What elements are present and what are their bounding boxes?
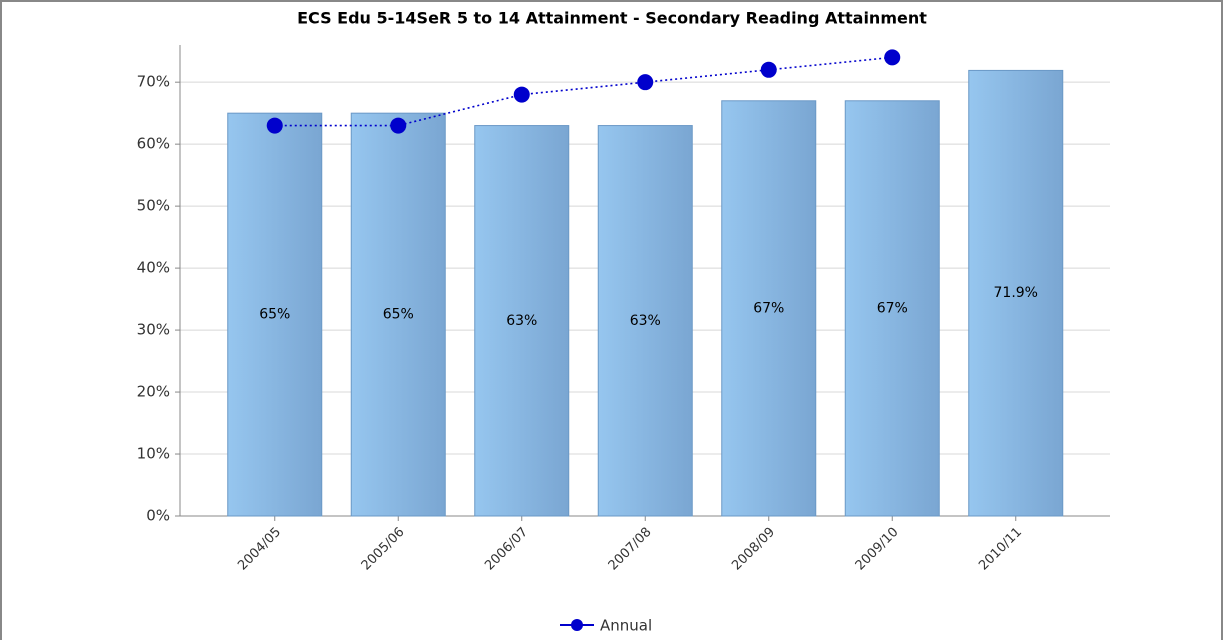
value-label: 63% [630, 313, 661, 329]
value-label: 67% [753, 300, 784, 316]
chart-title: ECS Edu 5-14SeR 5 to 14 Attainment - Sec… [297, 9, 927, 28]
y-tick-label: 70% [137, 73, 170, 91]
marker [760, 61, 777, 78]
value-label: 67% [877, 300, 908, 316]
x-tick-label: 2010/11 [976, 525, 1025, 574]
bar [968, 69, 1064, 517]
bar [474, 125, 570, 517]
value-label: 63% [506, 313, 537, 329]
value-label: 65% [383, 307, 414, 323]
bar [721, 100, 817, 517]
y-tick-label: 30% [137, 321, 170, 339]
legend-label: Annual [600, 617, 652, 635]
y-tick-label: 10% [137, 445, 170, 463]
marker [390, 117, 407, 134]
x-tick-label: 2009/10 [853, 525, 902, 574]
marker [637, 74, 654, 91]
x-tick-label: 2005/06 [359, 525, 408, 574]
value-label: 71.9% [994, 285, 1038, 301]
bar [597, 125, 693, 517]
x-tick-label: 2008/09 [729, 525, 778, 574]
legend-marker [571, 619, 583, 631]
y-tick-label: 40% [137, 259, 170, 277]
x-tick-label: 2004/05 [235, 525, 284, 574]
marker [884, 49, 901, 66]
y-tick-label: 0% [146, 507, 170, 525]
x-tick-label: 2006/07 [482, 525, 531, 574]
bar [350, 112, 446, 517]
marker [266, 117, 283, 134]
bar [844, 100, 940, 517]
bar [227, 112, 323, 517]
value-label: 65% [259, 307, 290, 323]
y-tick-label: 50% [137, 197, 170, 215]
marker [513, 86, 530, 103]
y-tick-label: 20% [137, 383, 170, 401]
x-tick-label: 2007/08 [606, 525, 655, 574]
y-tick-label: 60% [137, 135, 170, 153]
